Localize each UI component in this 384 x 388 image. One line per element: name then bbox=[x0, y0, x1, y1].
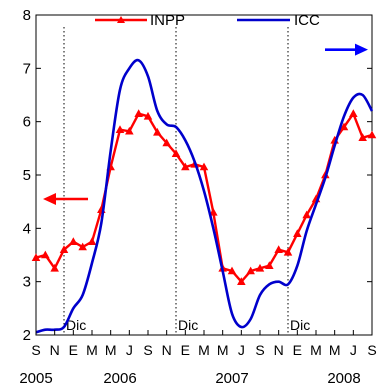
x-tick-label: S bbox=[31, 342, 40, 358]
x-tick-label: E bbox=[69, 342, 78, 358]
y-tick-label: 8 bbox=[23, 7, 31, 24]
x-tick-label: J bbox=[238, 342, 245, 358]
data-point bbox=[31, 253, 41, 261]
x-tick-label: S bbox=[143, 342, 152, 358]
x-tick-label: N bbox=[50, 342, 60, 358]
data-point bbox=[153, 127, 162, 136]
legend-label-icc: ICC bbox=[294, 12, 320, 29]
series-layer bbox=[31, 58, 377, 334]
legend-label-inpp: INPP bbox=[150, 12, 185, 29]
y-tick-label: 3 bbox=[23, 274, 31, 291]
data-point bbox=[209, 207, 218, 216]
x-tick-label: J bbox=[350, 342, 357, 358]
data-point bbox=[265, 261, 274, 269]
x-tick-label: S bbox=[255, 342, 264, 358]
series-line-inpp bbox=[35, 112, 373, 283]
december-lines: Dic Dic Dic bbox=[63, 27, 310, 335]
data-point bbox=[78, 242, 87, 251]
y-tick-label: 5 bbox=[23, 167, 31, 184]
year-label: 2008 bbox=[327, 370, 360, 387]
x-tick-label: E bbox=[293, 342, 302, 358]
data-point bbox=[50, 263, 59, 272]
x-tick-label: N bbox=[274, 342, 284, 358]
data-point bbox=[143, 111, 153, 120]
data-point bbox=[181, 162, 190, 171]
x-tick-label: M bbox=[105, 342, 117, 358]
data-point bbox=[199, 162, 209, 171]
december-label: Dic bbox=[290, 317, 310, 333]
data-point bbox=[134, 109, 143, 117]
year-label: 2007 bbox=[215, 370, 248, 387]
x-tick-label: E bbox=[181, 342, 190, 358]
x-tick-label: M bbox=[329, 342, 341, 358]
data-point bbox=[162, 138, 171, 147]
data-point bbox=[171, 149, 181, 157]
data-point bbox=[358, 133, 367, 141]
y-tick-label: 6 bbox=[23, 114, 31, 131]
data-point bbox=[115, 125, 125, 133]
data-point bbox=[87, 237, 97, 245]
legend-marker-inpp bbox=[117, 16, 125, 23]
data-point bbox=[41, 250, 50, 259]
arrow-left-icon bbox=[43, 193, 56, 205]
data-point bbox=[339, 122, 349, 131]
data-point bbox=[227, 266, 237, 275]
x-tick-label: S bbox=[367, 342, 376, 358]
x-tick-label: N bbox=[162, 342, 172, 358]
data-point bbox=[274, 245, 283, 253]
data-point bbox=[255, 263, 265, 272]
data-point bbox=[59, 245, 69, 253]
december-label: Dic bbox=[66, 317, 86, 333]
x-tick-label: M bbox=[217, 342, 229, 358]
x-tick-label: M bbox=[86, 342, 98, 358]
data-point bbox=[283, 247, 293, 256]
data-point bbox=[302, 210, 311, 219]
data-point bbox=[349, 109, 358, 117]
data-point bbox=[125, 126, 134, 135]
data-point bbox=[69, 237, 78, 245]
x-tick-label: J bbox=[126, 342, 133, 358]
data-point bbox=[237, 277, 246, 285]
series-line-icc bbox=[35, 58, 374, 334]
arrow-right-icon bbox=[355, 43, 368, 56]
data-point bbox=[293, 229, 302, 237]
data-point bbox=[246, 266, 255, 275]
data-point bbox=[367, 130, 377, 139]
december-label: Dic bbox=[178, 317, 198, 333]
year-label: 2006 bbox=[103, 370, 136, 387]
y-tick-label: 7 bbox=[23, 60, 31, 77]
axis-arrows bbox=[43, 43, 368, 205]
y-tick-label: 2 bbox=[23, 327, 31, 344]
x-tick-label: M bbox=[198, 342, 210, 358]
y-tick-label: 4 bbox=[23, 220, 31, 237]
legend: INPP ICC bbox=[95, 12, 320, 29]
x-tick-label: M bbox=[310, 342, 322, 358]
year-label: 2005 bbox=[19, 370, 52, 387]
